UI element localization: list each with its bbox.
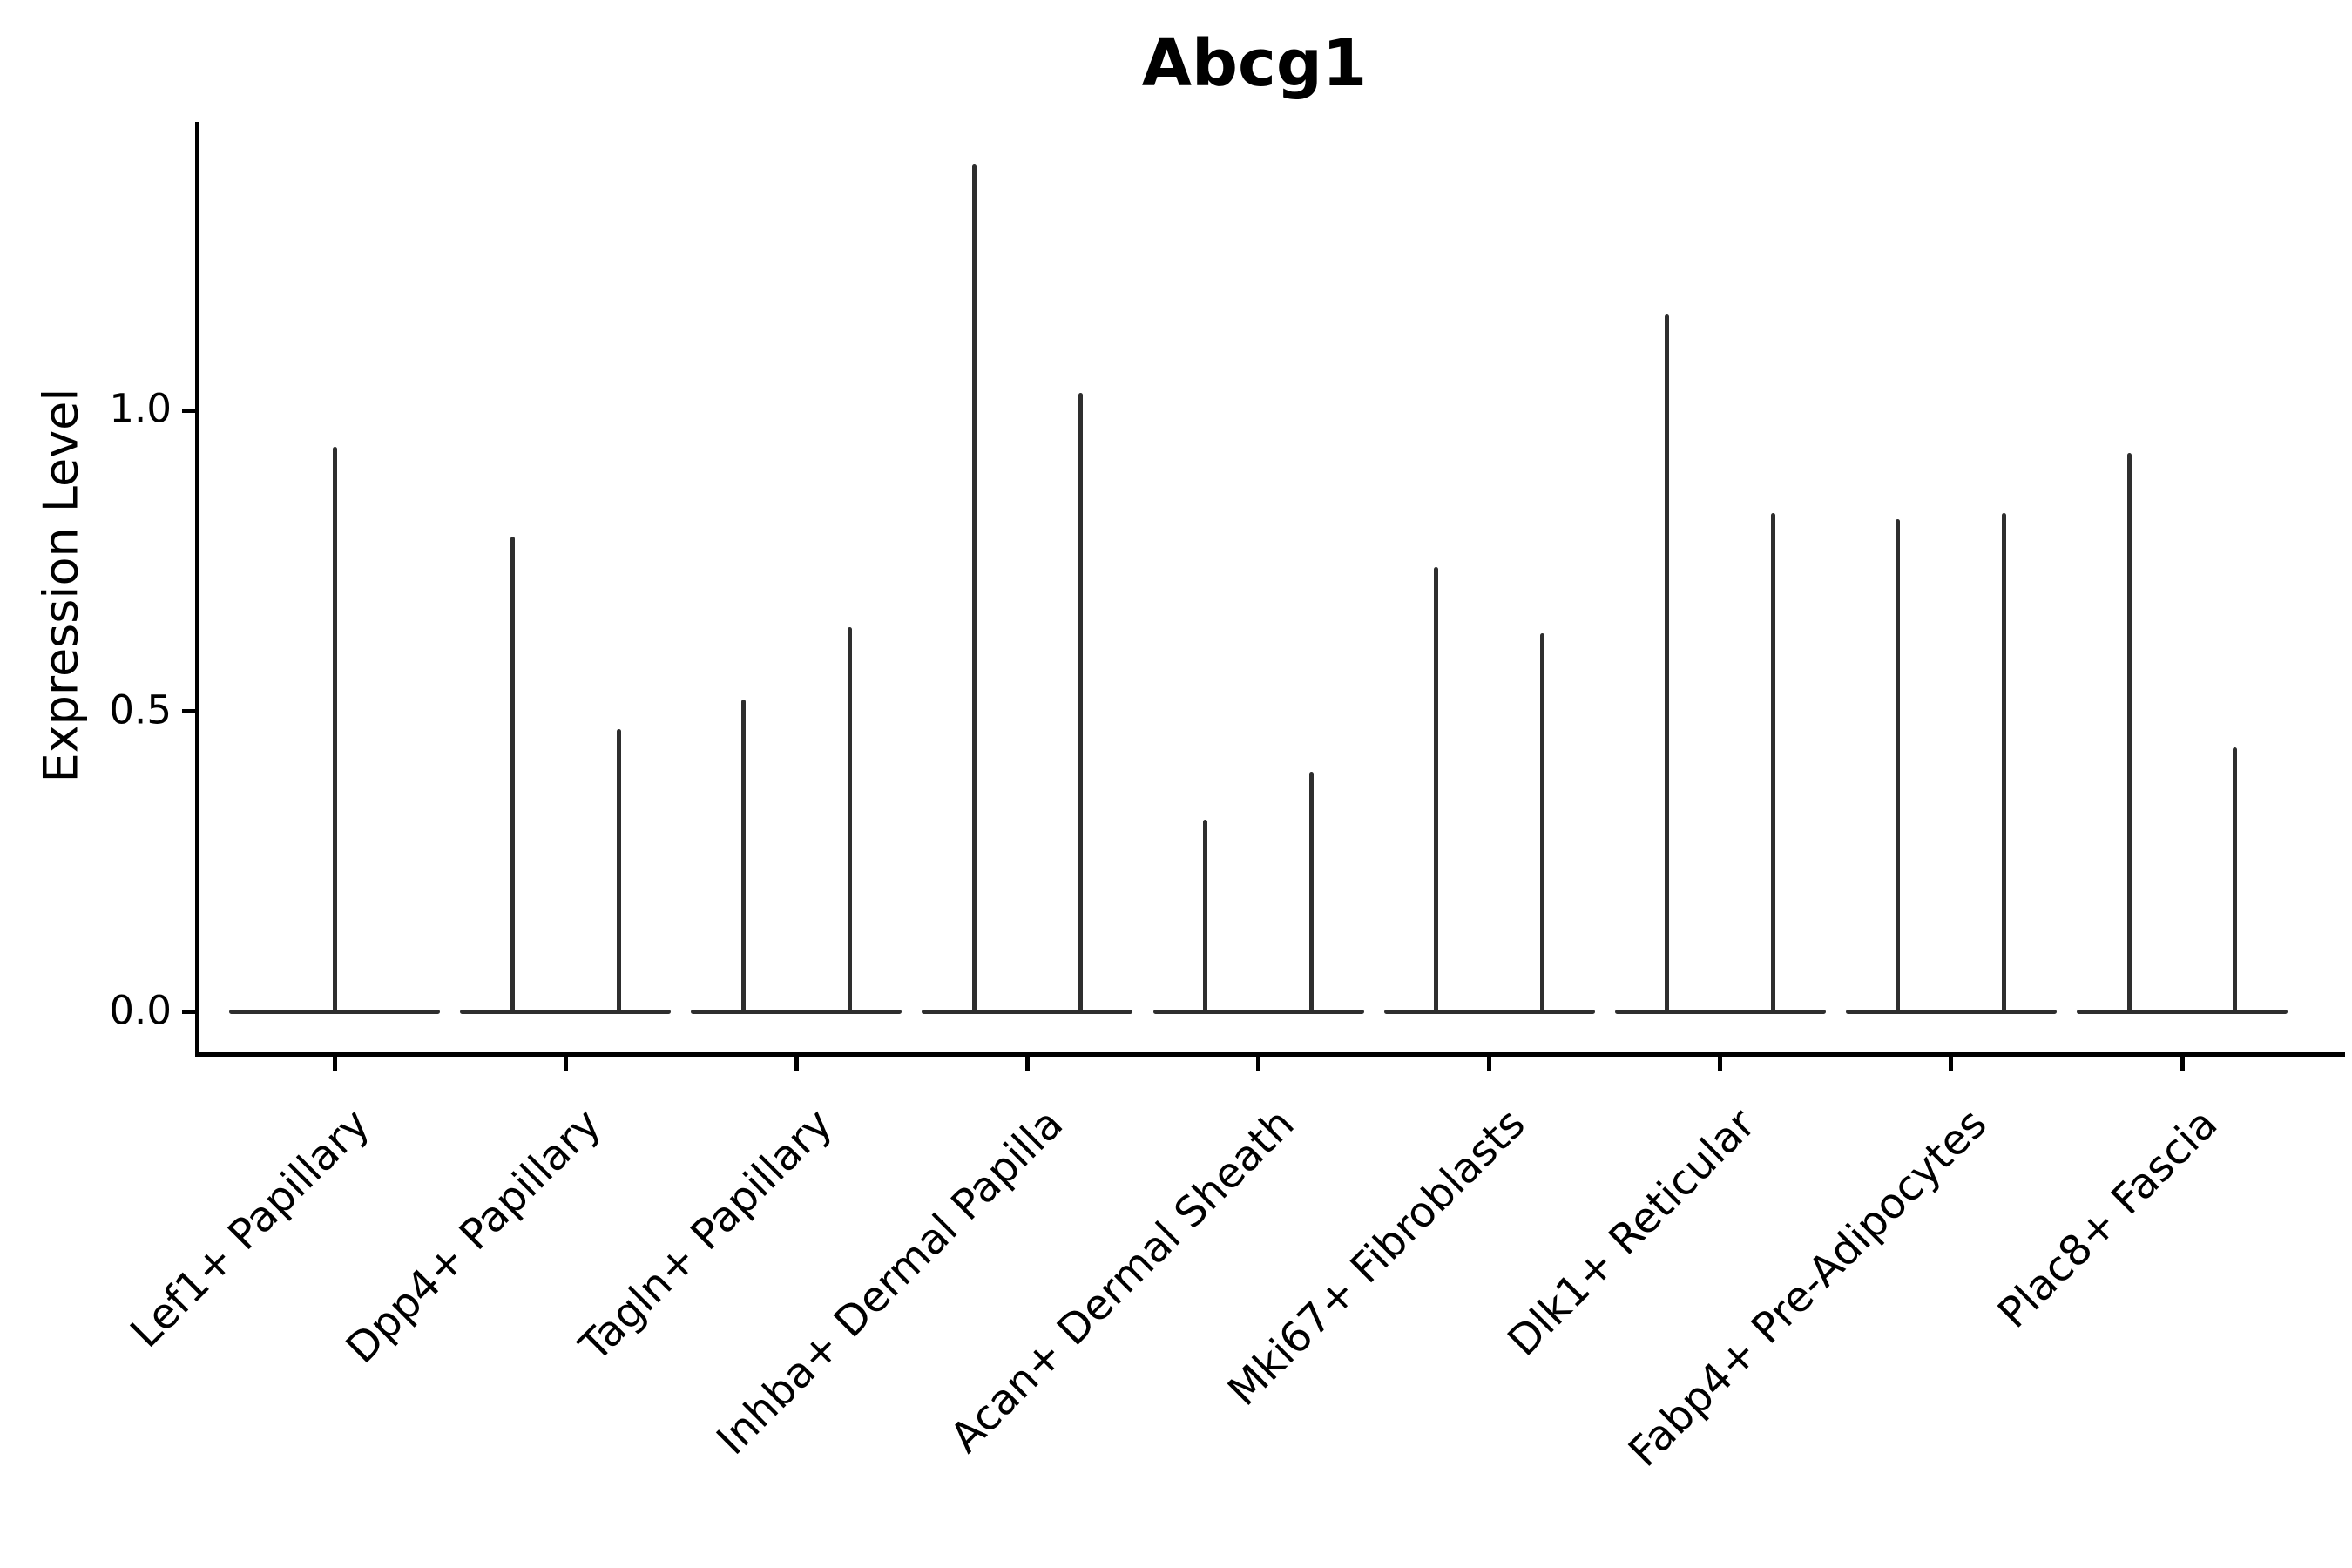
violin-baseline bbox=[2077, 1010, 2288, 1015]
x-tick bbox=[332, 1057, 337, 1071]
violin-spike bbox=[1308, 771, 1314, 1012]
violin-baseline bbox=[229, 1010, 440, 1015]
x-tick bbox=[1949, 1057, 1954, 1071]
x-tick bbox=[2180, 1057, 2185, 1071]
violin-baseline bbox=[1845, 1010, 2057, 1015]
x-tick-label: Plac8+ Fascia bbox=[1989, 1099, 2227, 1338]
y-tick-label: 1.0 bbox=[109, 385, 172, 432]
violin-baseline bbox=[922, 1010, 1133, 1015]
x-tick-label: Dlk1+ Reticular bbox=[1498, 1099, 1766, 1366]
x-tick bbox=[1718, 1057, 1723, 1071]
x-tick bbox=[1487, 1057, 1492, 1071]
x-tick-label: Tagln+ Papillary bbox=[570, 1099, 841, 1371]
violin-spike bbox=[2126, 452, 2132, 1012]
violin-baseline bbox=[460, 1010, 672, 1015]
violin-spike bbox=[971, 164, 977, 1012]
x-tick-label: Lef1+ Papillary bbox=[121, 1099, 380, 1357]
violin-spike bbox=[2002, 512, 2007, 1012]
violin-spike bbox=[1896, 518, 1901, 1012]
violin-spike bbox=[510, 537, 515, 1012]
y-tick-label: 0.0 bbox=[109, 987, 172, 1034]
y-tick bbox=[182, 709, 195, 714]
violin-spike bbox=[847, 626, 852, 1012]
x-tick bbox=[563, 1057, 568, 1071]
y-tick-label: 0.5 bbox=[109, 686, 172, 733]
violin-spike bbox=[1434, 566, 1439, 1012]
violin-spike bbox=[1771, 512, 1776, 1012]
violin-spike bbox=[1203, 819, 1208, 1012]
x-tick bbox=[1024, 1057, 1030, 1071]
violin-spike bbox=[740, 699, 746, 1012]
x-axis-spine bbox=[195, 1052, 2345, 1057]
violin-spike bbox=[2233, 747, 2238, 1012]
violin-baseline bbox=[1152, 1010, 1364, 1015]
y-tick bbox=[182, 408, 195, 413]
violin-baseline bbox=[1614, 1010, 1826, 1015]
violin-spike bbox=[332, 446, 337, 1012]
x-tick-label: Dpp4+ Papillary bbox=[336, 1099, 611, 1374]
violin-spike bbox=[616, 729, 621, 1012]
violin-spike bbox=[1665, 314, 1670, 1012]
y-axis-spine bbox=[195, 122, 199, 1057]
violin-baseline bbox=[1383, 1010, 1595, 1015]
y-axis-title: Expression Level bbox=[33, 388, 89, 783]
x-tick bbox=[1256, 1057, 1260, 1071]
violin-baseline bbox=[691, 1010, 902, 1015]
y-tick bbox=[182, 1010, 195, 1015]
violin-spike bbox=[1540, 632, 1545, 1012]
violin-spike bbox=[1078, 392, 1083, 1012]
x-tick bbox=[794, 1057, 799, 1071]
chart-title: Abcg1 bbox=[1141, 26, 1368, 101]
